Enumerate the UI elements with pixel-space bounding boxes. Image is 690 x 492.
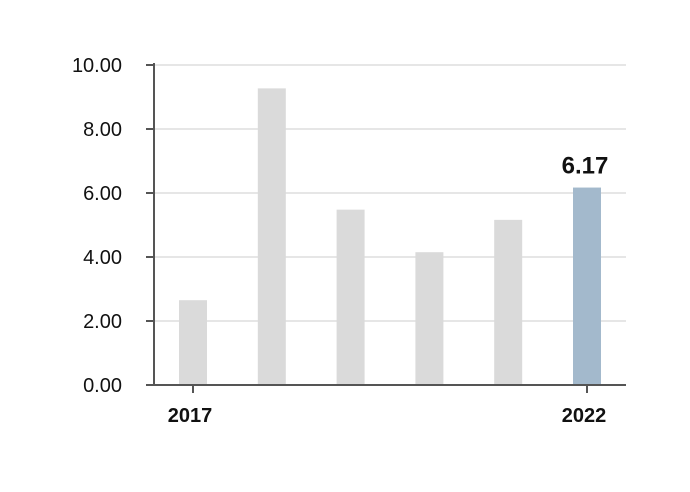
grid-lines <box>154 64 626 322</box>
x-tick-label: 2022 <box>562 405 607 427</box>
bar <box>336 209 365 385</box>
y-tick-label: 4.00 <box>83 247 122 269</box>
bar <box>494 219 523 385</box>
x-tick-label: 2017 <box>168 405 213 427</box>
bar <box>257 88 286 386</box>
bar <box>179 300 207 385</box>
y-tick-label: 8.00 <box>83 119 122 141</box>
y-tick-label: 10.00 <box>72 55 122 77</box>
axes <box>146 63 626 393</box>
y-tick-label: 6.00 <box>83 183 122 205</box>
bar <box>415 252 444 385</box>
bars <box>179 88 601 386</box>
y-tick-label: 0.00 <box>83 375 122 397</box>
bar-highlighted <box>573 187 601 385</box>
y-tick-label: 2.00 <box>83 311 122 333</box>
highlight-data-label: 6.17 <box>562 153 609 180</box>
labels: 0.00 2.00 4.00 6.00 8.00 10.00 2017 2022 6.17 <box>72 55 608 427</box>
